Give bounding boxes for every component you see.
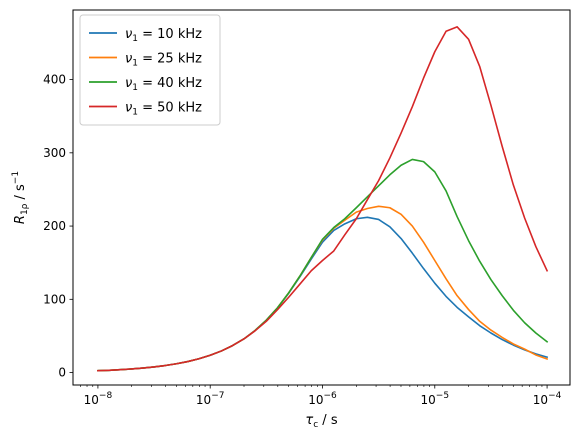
legend-label-symbol: ν (125, 76, 132, 91)
x-tick-label-exponent: −5 (436, 391, 449, 401)
legend-label-symbol: ν (125, 27, 132, 42)
x-tick-label-5: 10−4 (533, 391, 562, 407)
x-tick-label-base: 10 (308, 393, 323, 407)
y-axis-label-sub: 1ρ (20, 203, 30, 215)
x-tick-label-exponent: −6 (323, 391, 337, 401)
y-axis-ticks: 0 100 200 300 400 (43, 73, 73, 380)
y-axis-label-base: R (13, 215, 28, 224)
plot-area-frame (72, 9, 571, 386)
y-tick-label-300: 300 (43, 146, 66, 160)
y-tick-label-200: 200 (43, 219, 66, 233)
y-tick-label-100: 100 (43, 292, 66, 306)
x-axis-ticks: 10−8 10−7 10−6 10−5 10−4 (80, 385, 562, 407)
legend-box (79, 14, 221, 126)
y-axis-label: R1ρ / s−1 (11, 171, 30, 224)
legend-label-text: = 25 kHz (138, 52, 202, 67)
y-tick-label-0: 0 (58, 366, 66, 380)
x-axis-label-base: τ (305, 413, 313, 428)
y-axis-label-sup: −1 (11, 171, 21, 184)
x-axis-label-rest: / s (318, 413, 338, 428)
legend-label-2: ν1 = 25 kHz (125, 52, 202, 69)
x-tick-label-exponent: −7 (211, 391, 224, 401)
series-layer (97, 26, 549, 372)
legend-label-text: = 40 kHz (138, 76, 202, 91)
x-axis-label-sub: c (313, 420, 318, 430)
legend-label-1: ν1 = 10 kHz (125, 27, 202, 44)
x-tick-label-base: 10 (421, 393, 436, 407)
legend-label-text: = 50 kHz (138, 101, 202, 116)
legend-label-sub: 1 (132, 59, 138, 69)
x-axis-label: τc / s (305, 413, 337, 430)
legend-label-sub: 1 (132, 34, 138, 44)
x-tick-label-exponent: −4 (548, 391, 562, 401)
y-tick-label-400: 400 (43, 73, 66, 87)
x-tick-label-base: 10 (533, 393, 548, 407)
series-line-4 (97, 26, 549, 372)
legend-label-sub: 1 (132, 83, 138, 93)
x-tick-label-2: 10−7 (196, 391, 225, 407)
x-tick-label-base: 10 (196, 393, 211, 407)
x-tick-label-exponent: −8 (99, 391, 113, 401)
legend-label-4: ν1 = 50 kHz (125, 101, 202, 118)
x-tick-label-1: 10−8 (84, 391, 113, 407)
x-tick-label-4: 10−5 (421, 391, 450, 407)
legend-label-symbol: ν (125, 101, 132, 116)
legend-label-sub: 1 (132, 108, 138, 118)
legend-label-symbol: ν (125, 52, 132, 67)
legend-label-text: = 10 kHz (138, 27, 202, 42)
x-tick-label-3: 10−6 (308, 391, 337, 407)
y-axis-label-rest: / s (13, 184, 28, 204)
x-tick-label-base: 10 (84, 393, 99, 407)
legend-label-3: ν1 = 40 kHz (125, 76, 202, 93)
